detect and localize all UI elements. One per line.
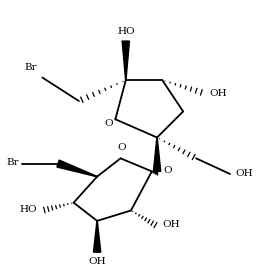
Polygon shape — [94, 221, 101, 252]
Polygon shape — [154, 138, 161, 171]
Text: OH: OH — [162, 220, 180, 229]
Text: O: O — [163, 166, 172, 175]
Text: O: O — [105, 119, 113, 128]
Polygon shape — [57, 160, 97, 177]
Text: Br: Br — [6, 158, 19, 167]
Polygon shape — [122, 41, 129, 80]
Text: Br: Br — [25, 63, 37, 72]
Text: OH: OH — [209, 89, 227, 98]
Text: HO: HO — [20, 205, 37, 214]
Text: OH: OH — [235, 169, 253, 178]
Text: HO: HO — [117, 27, 135, 36]
Text: OH: OH — [88, 257, 106, 266]
Text: O: O — [118, 143, 126, 152]
